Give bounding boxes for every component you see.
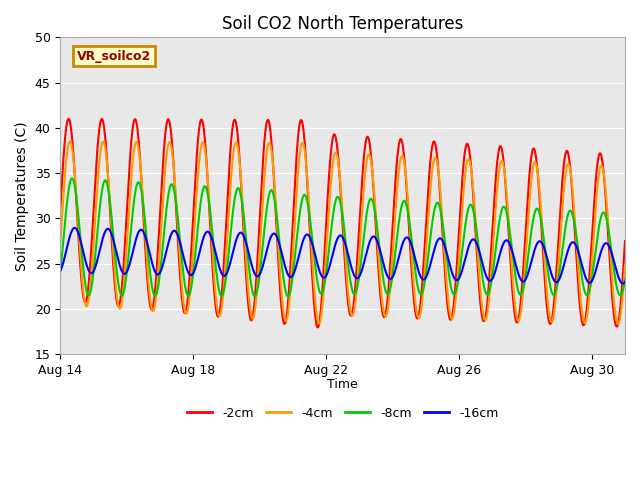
-16cm	[159, 262, 167, 267]
-4cm	[478, 301, 486, 307]
-2cm	[478, 312, 486, 318]
-8cm	[424, 257, 431, 263]
-16cm	[424, 271, 431, 276]
Line: -8cm: -8cm	[60, 178, 625, 296]
Title: Soil CO2 North Temperatures: Soil CO2 North Temperatures	[222, 15, 463, 33]
Legend: -2cm, -4cm, -8cm, -16cm: -2cm, -4cm, -8cm, -16cm	[182, 402, 504, 424]
Line: -16cm: -16cm	[60, 228, 625, 284]
-8cm	[396, 217, 403, 223]
-2cm	[272, 218, 280, 224]
-8cm	[159, 241, 167, 247]
-4cm	[614, 321, 622, 327]
-2cm	[621, 238, 629, 244]
X-axis label: Time: Time	[327, 378, 358, 391]
-8cm	[621, 276, 629, 282]
-8cm	[478, 271, 486, 276]
-16cm	[272, 232, 280, 238]
-8cm	[521, 278, 529, 284]
-4cm	[66, 139, 74, 144]
-2cm	[56, 206, 64, 212]
-16cm	[478, 258, 486, 264]
-4cm	[621, 262, 629, 268]
-4cm	[521, 268, 529, 274]
Line: -2cm: -2cm	[60, 119, 625, 327]
-8cm	[68, 175, 76, 181]
-4cm	[396, 166, 403, 171]
Line: -4cm: -4cm	[60, 142, 625, 324]
-2cm	[396, 140, 403, 146]
-4cm	[56, 240, 64, 246]
-8cm	[272, 208, 280, 214]
-16cm	[619, 281, 627, 287]
Text: VR_soilco2: VR_soilco2	[77, 49, 152, 62]
-2cm	[424, 193, 431, 199]
-16cm	[396, 253, 403, 259]
-2cm	[65, 116, 72, 122]
-4cm	[272, 206, 280, 212]
-16cm	[71, 225, 79, 231]
-4cm	[424, 225, 431, 231]
-8cm	[284, 293, 292, 299]
-16cm	[56, 268, 64, 274]
-2cm	[521, 241, 529, 247]
-2cm	[159, 160, 167, 166]
-8cm	[56, 269, 64, 275]
-16cm	[621, 279, 629, 285]
Y-axis label: Soil Temperatures (C): Soil Temperatures (C)	[15, 121, 29, 271]
-16cm	[521, 278, 529, 284]
-4cm	[159, 197, 167, 203]
-2cm	[314, 324, 321, 330]
